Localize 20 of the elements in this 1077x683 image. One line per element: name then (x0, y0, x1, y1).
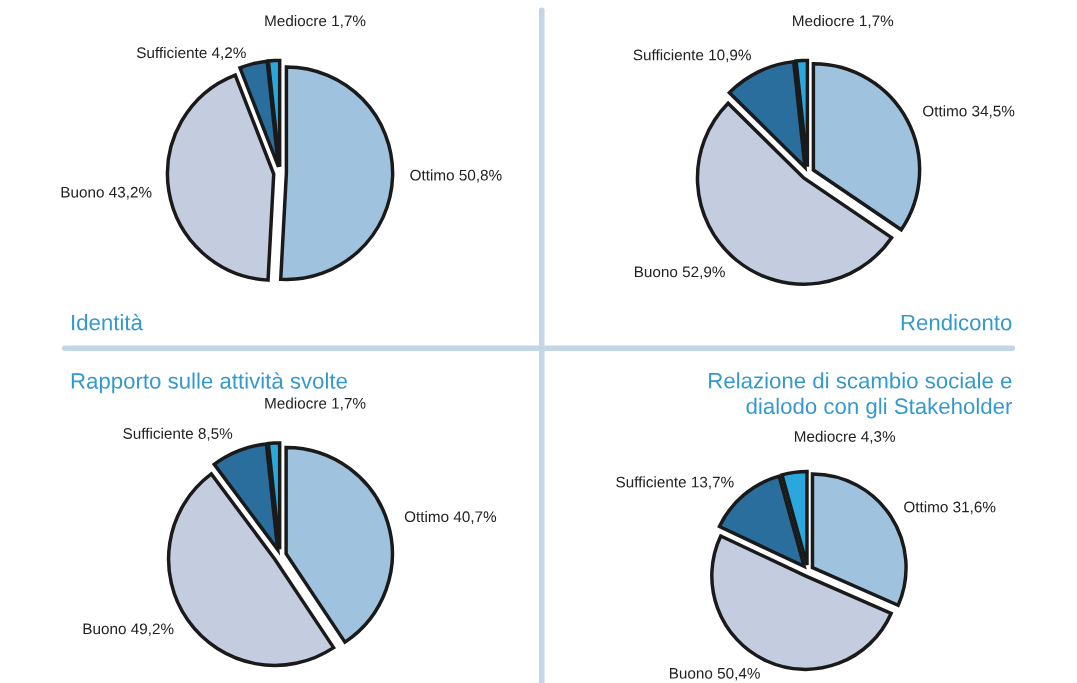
slice-label: Ottimo 50,8% (410, 169, 502, 183)
slice-label: Buono 52,9% (634, 266, 725, 280)
slice-label: Sufficiente 8,5% (123, 427, 233, 441)
chart-title: Rapporto sulle attività svolte (71, 372, 347, 394)
slice-label: Mediocre 1,7% (265, 397, 366, 411)
slice-label: Sufficiente 13,7% (616, 476, 734, 490)
slice-label: Buono 49,2% (83, 623, 174, 637)
text: Rendiconto (901, 314, 1012, 331)
chart-title: Relazione di scambio sociale e dialodo con gli Stakeholder (709, 372, 1013, 419)
slice-label: Buono 43,2% (61, 186, 152, 200)
slice-label: Ottimo 34,5% (923, 105, 1015, 119)
slice-label: Buono 50,4% (669, 667, 760, 681)
slice-label: Mediocre 1,7% (793, 15, 894, 29)
slice-label: Ottimo 40,7% (404, 510, 497, 524)
slice-label: Mediocre 4,3% (794, 430, 896, 444)
slice-label: Mediocre 1,7% (265, 15, 366, 29)
slice-label: Sufficiente 10,9% (633, 49, 751, 63)
slice-label: Sufficiente 4,2% (136, 46, 246, 60)
slice-label: Ottimo 31,6% (904, 501, 996, 515)
text: Identità (72, 313, 143, 331)
